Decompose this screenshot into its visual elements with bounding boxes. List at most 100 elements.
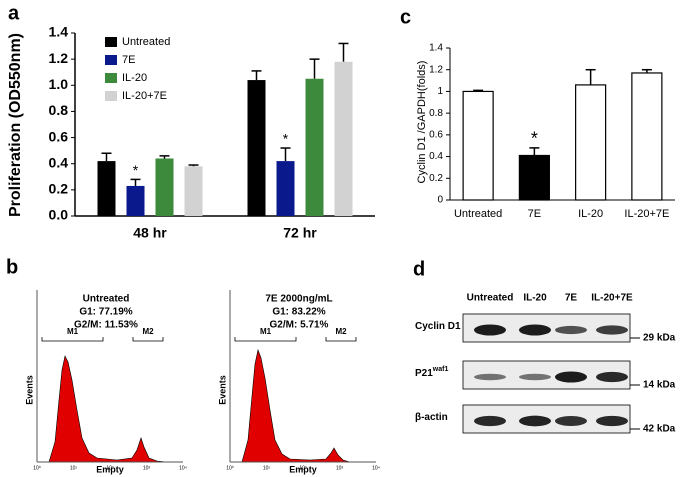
y-tick-label: 0.8 — [429, 108, 443, 119]
size-label: 42 kDa — [643, 424, 676, 435]
g2m-stat: G2/M: 5.71% — [270, 320, 329, 331]
bar — [575, 84, 607, 201]
y-tick-label: 0.2 — [429, 173, 443, 184]
row-label: Cyclin D1 — [415, 321, 461, 332]
row-name: P21 — [415, 368, 433, 379]
gate-label: M1 — [67, 327, 79, 336]
g1-stat: G1: 83.22% — [272, 307, 325, 318]
y-axis-label: Events — [24, 375, 34, 405]
gate-marker — [132, 337, 164, 342]
x-tick-label: 10⁴ — [372, 465, 380, 471]
legend-swatch — [105, 73, 117, 83]
y-tick-label: 0.8 — [49, 102, 69, 118]
error-bar — [251, 70, 262, 81]
x-axis-label: Empty — [96, 464, 124, 474]
bar — [462, 90, 494, 201]
bar — [184, 166, 203, 216]
panel-label: a — [8, 2, 20, 24]
row-superscript: waf1 — [432, 366, 449, 373]
y-tick-label: 0.0 — [49, 207, 69, 223]
size-label: 29 kDa — [643, 333, 676, 344]
y-tick-label: 1 — [437, 86, 443, 97]
legend-label: Untreated — [122, 36, 170, 48]
x-tick-label: 10⁰ — [226, 465, 234, 471]
x-tick-label: 10³ — [336, 465, 344, 471]
gate-marker — [234, 337, 297, 342]
legend-swatch — [105, 37, 117, 47]
bar — [334, 61, 353, 216]
row-label: β-actin — [415, 412, 448, 423]
gate-marker — [325, 337, 357, 342]
legend-label: 7E — [122, 54, 135, 66]
row-label: P21waf1 — [415, 366, 448, 379]
blot-band — [474, 324, 506, 336]
x-tick-label: 48 hr — [133, 225, 167, 241]
gate-label: M2 — [142, 327, 154, 336]
error-bar — [159, 155, 170, 159]
gate-label: M1 — [260, 327, 272, 336]
blot-band — [555, 416, 587, 426]
x-tick-label: Untreated — [454, 208, 502, 220]
blot-band — [519, 373, 551, 381]
legend-label: IL-20 — [122, 72, 147, 84]
y-axis-label: Cyclin D1 /GAPDH(folds) — [416, 61, 428, 184]
significance-mark: * — [133, 162, 139, 178]
blot-band — [555, 371, 587, 383]
y-tick-label: 1.4 — [49, 24, 69, 40]
g1-stat: G1: 77.19% — [79, 307, 132, 318]
panel-label: d — [413, 258, 425, 280]
y-tick-label: 0.2 — [49, 181, 69, 197]
row-name: β-actin — [415, 412, 448, 423]
row-name: Cyclin D1 — [415, 321, 461, 332]
y-axis-label: Proliferation (OD550nm) — [7, 33, 24, 217]
bar — [518, 154, 550, 201]
lane-label: IL-20 — [523, 293, 547, 304]
blot-band — [596, 371, 628, 383]
flow-plot: 10⁰ 10¹ 10² 10³ 10⁴ Events Empty Untreated G1: 7… — [24, 290, 187, 474]
histogram-shape — [241, 348, 351, 463]
plot-title: Untreated — [83, 294, 130, 305]
x-tick-label: 10³ — [143, 465, 151, 471]
lane-label: 7E — [565, 293, 578, 304]
y-tick-label: 1.0 — [49, 76, 69, 92]
size-label: 14 kDa — [643, 380, 676, 391]
significance-mark: * — [531, 129, 538, 149]
y-tick-label: 1.2 — [429, 64, 443, 75]
error-bar — [280, 147, 291, 162]
legend-label: IL-20+7E — [122, 90, 167, 102]
x-tick-label: 10¹ — [263, 465, 271, 471]
flow-plot: 10⁰ 10¹ 10² 10³ 10⁴ Events Empty 7E 2000ng/mL G1… — [217, 290, 380, 474]
error-bar — [188, 164, 199, 167]
legend-swatch — [105, 55, 117, 65]
x-axis-label: Empty — [289, 464, 317, 474]
error-bar — [338, 42, 349, 62]
bar — [247, 80, 266, 216]
bar — [97, 161, 116, 216]
blot-band — [555, 325, 587, 335]
blot-band — [596, 325, 628, 335]
y-tick-label: 1.2 — [49, 50, 69, 66]
x-tick-label: 72 hr — [283, 225, 317, 241]
y-tick-label: 1.4 — [429, 43, 443, 54]
significance-mark: * — [283, 131, 289, 147]
x-tick-label: IL-20 — [578, 208, 603, 220]
lane-label: IL-20+7E — [591, 293, 633, 304]
x-tick-label: IL-20+7E — [624, 208, 669, 220]
gate-label: M2 — [335, 327, 347, 336]
legend-swatch — [105, 91, 117, 101]
blot-band — [519, 415, 551, 427]
y-tick-label: 0.4 — [49, 154, 69, 170]
bar — [276, 161, 295, 216]
panel-label: c — [400, 6, 411, 28]
bar — [631, 72, 663, 201]
x-tick-label: 7E — [528, 208, 541, 220]
x-tick-label: 10² — [299, 465, 307, 471]
y-tick-label: 0.4 — [429, 151, 443, 162]
panel-label: b — [6, 256, 18, 278]
bar — [155, 158, 174, 216]
blot-band — [474, 415, 506, 427]
g2m-stat: G2/M: 11.53% — [74, 320, 138, 331]
blot-band — [596, 415, 628, 427]
blot-band — [519, 324, 551, 336]
